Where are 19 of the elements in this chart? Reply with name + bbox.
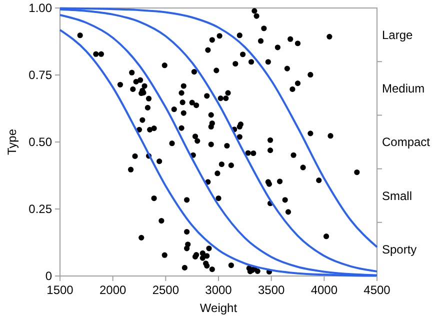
- category-label: Medium: [382, 82, 425, 96]
- x-axis-title: Weight: [200, 301, 238, 315]
- category-label: Small: [382, 188, 412, 203]
- y-tick-label: 0.25: [28, 202, 52, 216]
- category-label: Sporty: [382, 242, 417, 256]
- y-tick-label: 0: [45, 269, 52, 284]
- y-tick-label: 1.00: [28, 1, 52, 16]
- x-tick-label: 2500: [152, 283, 180, 297]
- x-tick-label: 1500: [46, 283, 74, 297]
- x-tick-label: 4500: [364, 283, 391, 297]
- x-tick-label: 4000: [310, 283, 338, 297]
- y-tick-label: 0.75: [28, 68, 52, 82]
- x-tick-label: 3500: [258, 283, 286, 297]
- y-axis-title: Type: [5, 128, 19, 156]
- y-tick-label: 0.50: [28, 135, 52, 150]
- category-label: Compact: [382, 135, 430, 150]
- x-tick-label: 2000: [99, 283, 127, 297]
- x-tick-label: 3000: [205, 283, 232, 297]
- category-label: Large: [382, 28, 413, 42]
